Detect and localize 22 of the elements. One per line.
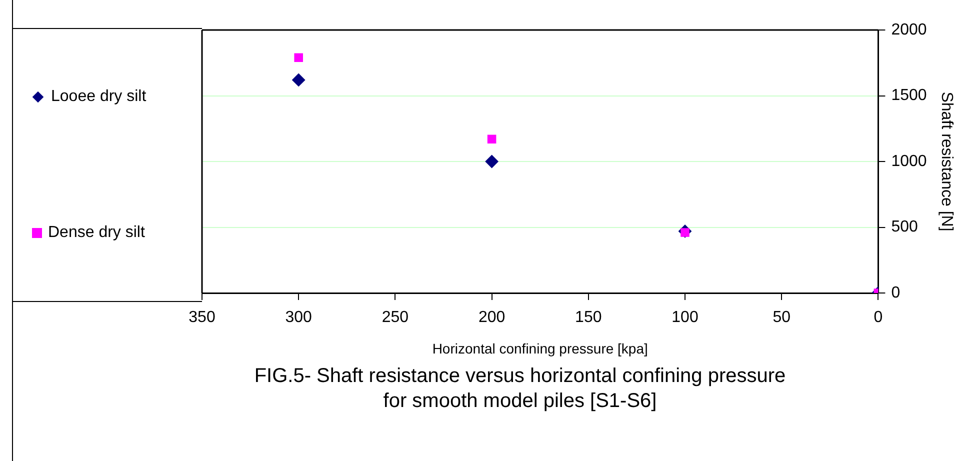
text: FIG.5- Shaft resistance versus horizontal confining pressure for smooth model piles [S1-S6] bbox=[253, 364, 787, 414]
x-tick-label: 350 bbox=[188, 309, 216, 326]
x-tick-label: 250 bbox=[382, 309, 409, 326]
x-tick-label: 200 bbox=[478, 309, 506, 326]
y-tick-label: 2000 bbox=[891, 21, 927, 38]
y-tick-label: 1000 bbox=[891, 152, 927, 170]
point bbox=[487, 134, 496, 144]
point bbox=[485, 155, 498, 168]
x-axis-title: Horizontal confining pressure [kpa] bbox=[432, 340, 648, 356]
point bbox=[294, 53, 303, 62]
point bbox=[292, 73, 306, 86]
x-tick-label: 150 bbox=[575, 309, 602, 326]
x-tick-label: 300 bbox=[285, 309, 312, 326]
y-tick-label: 500 bbox=[891, 218, 918, 236]
y-axis-title: Shaft resistance [N] bbox=[938, 92, 955, 232]
x-tick-label: 50 bbox=[772, 309, 791, 326]
legend-label: Looee dry silt bbox=[51, 88, 146, 106]
legend-label: Dense dry silt bbox=[48, 224, 145, 242]
y-tick-label: 0 bbox=[891, 284, 900, 302]
y-tick-label: 1500 bbox=[891, 87, 927, 104]
x-tick-label: 0 bbox=[874, 309, 883, 326]
x-tick-label: 100 bbox=[672, 309, 698, 326]
